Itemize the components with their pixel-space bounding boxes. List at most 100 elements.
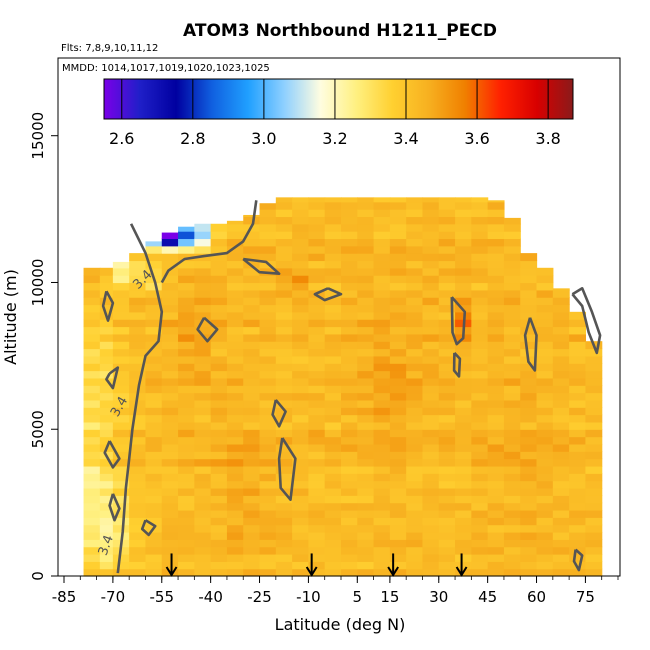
heatmap-cell: [226, 421, 244, 430]
colorbar-tick-label: 3.4: [393, 129, 418, 148]
heatmap-cell: [83, 385, 101, 394]
heatmap-cell: [520, 451, 538, 460]
heatmap-cell: [99, 348, 114, 357]
heatmap-cell: [357, 223, 375, 232]
heatmap-cell: [161, 253, 179, 262]
heatmap-cell: [373, 304, 391, 313]
heatmap-cell: [438, 267, 456, 276]
heatmap-cell: [341, 197, 358, 203]
heatmap-cell: [389, 517, 407, 526]
heatmap-cell: [83, 289, 101, 298]
heatmap-cell: [422, 311, 440, 320]
heatmap-cell: [129, 509, 147, 518]
heatmap-cell: [357, 392, 375, 401]
heatmap-cell: [129, 414, 147, 423]
heatmap-cell: [373, 517, 391, 526]
heatmap-cell: [129, 304, 147, 313]
heatmap-cell: [112, 436, 130, 445]
heatmap-cell: [389, 231, 407, 240]
heatmap-cell: [194, 282, 212, 291]
heatmap-cell: [210, 326, 228, 335]
plot-frame: [57, 57, 621, 577]
heatmap-cell: [503, 517, 521, 526]
heatmap-cell: [129, 355, 147, 364]
heatmap-cell: [161, 443, 179, 452]
heatmap-cell: [83, 443, 101, 452]
heatmap-cell: [520, 260, 538, 269]
heatmap-cell: [145, 311, 163, 320]
heatmap-cell: [83, 429, 101, 438]
heatmap-cell: [324, 377, 342, 386]
heatmap-cell: [389, 436, 407, 445]
heatmap-cell: [471, 443, 489, 452]
heatmap-cell: [536, 458, 554, 467]
heatmap-cell: [275, 392, 293, 401]
heatmap-cell: [178, 267, 195, 276]
heatmap-cell: [520, 414, 538, 423]
colorbar-tick-label: 3.8: [535, 129, 560, 148]
heatmap-cell: [308, 480, 326, 489]
heatmap-cell: [471, 297, 489, 306]
heatmap-cell: [210, 355, 228, 364]
heatmap-cell: [406, 399, 424, 408]
heatmap-cell: [194, 414, 212, 423]
heatmap-cell: [585, 355, 603, 364]
heatmap-cell: [292, 414, 310, 423]
heatmap-cell: [259, 216, 277, 225]
heatmap-cell: [292, 355, 310, 364]
heatmap-cell: [259, 341, 277, 350]
heatmap-cell: [503, 546, 521, 555]
heatmap-cell: [178, 326, 195, 335]
heatmap-cell: [471, 436, 489, 445]
heatmap-cell: [178, 370, 195, 379]
heatmap-cell: [357, 458, 375, 467]
heatmap-cell: [373, 487, 391, 496]
heatmap-cell: [357, 385, 375, 394]
heatmap-cell: [292, 245, 310, 254]
heatmap-cell: [145, 443, 163, 452]
heatmap-cell: [357, 443, 375, 452]
heatmap-cell: [455, 421, 472, 430]
heatmap-cell: [389, 201, 407, 210]
contour-line: [572, 548, 584, 572]
heatmap-cell: [99, 304, 114, 313]
heatmap-cell: [210, 539, 228, 548]
heatmap-cell: [99, 531, 114, 540]
heatmap-cell: [422, 421, 440, 430]
heatmap-cell: [341, 363, 358, 372]
heatmap-cell: [129, 546, 147, 555]
colorbar: 2.6 2.8 3.0 3.2 3.4 3.6 3.8: [103, 78, 574, 148]
heatmap-cell: [259, 311, 277, 320]
heatmap-cell: [161, 421, 179, 430]
heatmap-cell: [422, 561, 440, 570]
heatmap-cell: [471, 480, 489, 489]
heatmap-cell: [438, 458, 456, 467]
y-tick-label: 15000: [29, 112, 47, 160]
heatmap-cell: [226, 465, 244, 474]
heatmap-cell: [194, 304, 212, 313]
heatmap-cell: [503, 370, 521, 379]
heatmap-cell: [129, 531, 147, 540]
heatmap-cell: [243, 553, 261, 562]
heatmap-cell: [194, 319, 212, 328]
heatmap-cell: [536, 275, 554, 284]
heatmap-cell: [112, 473, 130, 482]
heatmap-cell: [145, 407, 163, 416]
heatmap-cell: [112, 297, 130, 306]
heatmap-cell: [455, 480, 472, 489]
heatmap-cell: [99, 414, 114, 423]
heatmap-cell: [422, 238, 440, 247]
heatmap-cell: [178, 473, 195, 482]
heatmap-cell: [536, 568, 554, 577]
heatmap-cell: [455, 443, 472, 452]
heatmap-cell: [145, 561, 163, 570]
heatmap-cell: [471, 385, 489, 394]
heatmap-cell: [129, 429, 147, 438]
arrow-head: [387, 566, 399, 577]
heatmap-cell: [129, 539, 147, 548]
heatmap-cell: [503, 399, 521, 408]
heatmap-cell: [422, 546, 440, 555]
heatmap-cell: [292, 201, 310, 210]
heatmap-cell: [178, 429, 195, 438]
heatmap-cell: [129, 311, 147, 320]
